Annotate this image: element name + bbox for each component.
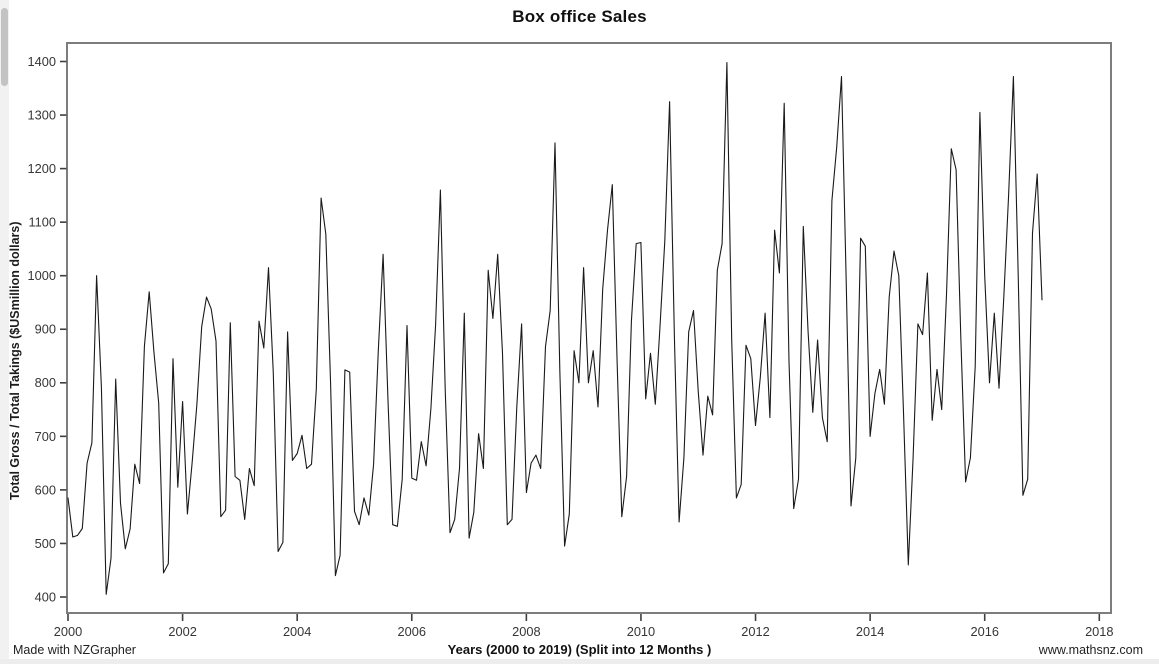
x-tick-label: 2008: [512, 624, 540, 639]
x-tick-label: 2018: [1085, 624, 1113, 639]
x-tick-label: 2010: [627, 624, 655, 639]
y-tick-label: 700: [35, 429, 56, 444]
y-tick-label: 800: [35, 375, 56, 390]
y-tick-label: 1400: [28, 54, 56, 69]
made-with-credit: Made with NZGrapher: [13, 643, 136, 657]
boxoffice-series-line: [67, 62, 1043, 595]
x-tick-label: 2002: [168, 624, 196, 639]
y-tick-label: 900: [35, 322, 56, 337]
x-tick-label: 2000: [54, 624, 82, 639]
y-tick-label: 1300: [28, 107, 56, 122]
x-axis-label: Years (2000 to 2019) (Split into 12 Mont…: [447, 642, 712, 657]
plot-frame: [66, 42, 1112, 614]
x-tick-label: 2014: [856, 624, 884, 639]
x-tick-label: 2016: [970, 624, 998, 639]
y-tick-label: 1000: [28, 268, 56, 283]
y-tick-label: 400: [35, 589, 56, 604]
horizontal-scrollbar-track[interactable]: [0, 659, 1159, 664]
x-tick-label: 2004: [283, 624, 311, 639]
website-link[interactable]: www.mathsnz.com: [1038, 643, 1143, 657]
vertical-scrollbar-track[interactable]: [0, 0, 9, 664]
x-tick-label: 2006: [398, 624, 426, 639]
y-tick-label: 1200: [28, 161, 56, 176]
x-tick-label: 2012: [741, 624, 769, 639]
y-axis-label: Total Gross / Total Takings ($USmillion …: [8, 221, 22, 500]
y-tick-label: 1100: [28, 215, 56, 230]
chart-title: Box office Sales: [512, 7, 647, 26]
y-tick-label: 500: [35, 536, 56, 551]
vertical-scrollbar-thumb[interactable]: [1, 8, 8, 86]
y-tick-label: 600: [35, 482, 56, 497]
